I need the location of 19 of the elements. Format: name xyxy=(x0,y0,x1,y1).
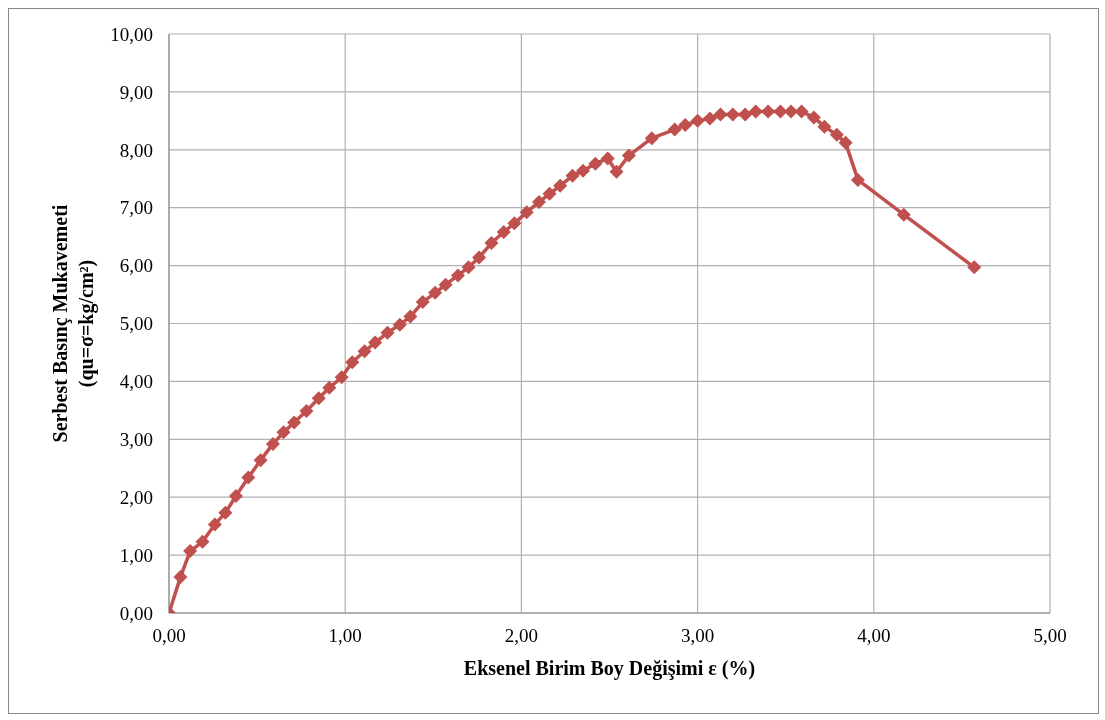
x-tick-label: 1,00 xyxy=(328,625,362,647)
y-tick-label: 7,00 xyxy=(119,197,153,219)
x-tick-label: 3,00 xyxy=(680,625,715,647)
y-tick-label: 6,00 xyxy=(119,255,153,277)
y-tick-label: 10,00 xyxy=(110,23,153,45)
y-tick-label: 4,00 xyxy=(119,371,153,393)
y-tick-label: 0,00 xyxy=(119,602,153,624)
x-tick-label: 2,00 xyxy=(504,625,539,647)
x-tick-label: 0,00 xyxy=(152,625,186,647)
y-tick-label: 8,00 xyxy=(119,139,153,161)
x-tick-label: 4,00 xyxy=(857,625,891,647)
x-axis-title: Eksenel Birim Boy Değişimi ε (%) xyxy=(463,657,756,680)
y-tick-label: 9,00 xyxy=(119,81,153,103)
y-tick-label: 1,00 xyxy=(119,544,153,566)
x-tick-label: 5,00 xyxy=(1033,625,1067,647)
y-tick-label: 3,00 xyxy=(119,429,153,451)
y-tick-label: 2,00 xyxy=(119,486,153,508)
y-axis-title: Serbest Basınç Mukavemeti (qu=σ=kg/cm²) xyxy=(49,204,98,443)
y-tick-label: 5,00 xyxy=(119,313,153,335)
